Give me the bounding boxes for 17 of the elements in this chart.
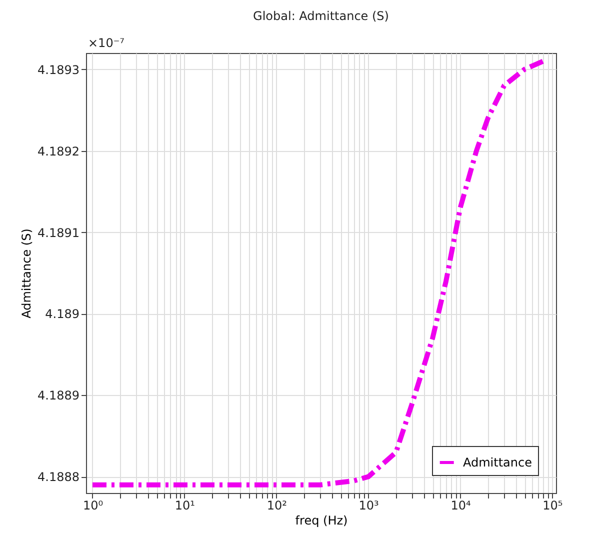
x-tick-label: 10¹ bbox=[174, 498, 196, 512]
y-tick-label: 4.189 bbox=[45, 307, 80, 322]
y-tick-label: 4.1889 bbox=[38, 388, 80, 403]
legend-label: Admittance bbox=[463, 456, 532, 470]
x-axis-title: freq (Hz) bbox=[295, 514, 348, 528]
x-tick-label: 10² bbox=[266, 498, 288, 512]
y-tick-label: 4.1888 bbox=[38, 470, 80, 484]
x-tick-label: 10⁴ bbox=[450, 498, 471, 512]
text: ×10⁻⁷ bbox=[88, 36, 125, 50]
y-tick-label: 4.1893 bbox=[38, 62, 80, 77]
x-tick-label: 10⁵ bbox=[542, 498, 563, 512]
y-tick-label: 4.1891 bbox=[38, 226, 80, 240]
y-tick-label: 4.1892 bbox=[38, 144, 80, 158]
y-axis-title: Admittance (S) bbox=[20, 228, 34, 318]
x-tick-label: 10⁰ bbox=[82, 498, 104, 512]
chart-title: Global: Admittance (S) bbox=[253, 9, 389, 23]
x-tick-label: 10³ bbox=[358, 498, 380, 512]
